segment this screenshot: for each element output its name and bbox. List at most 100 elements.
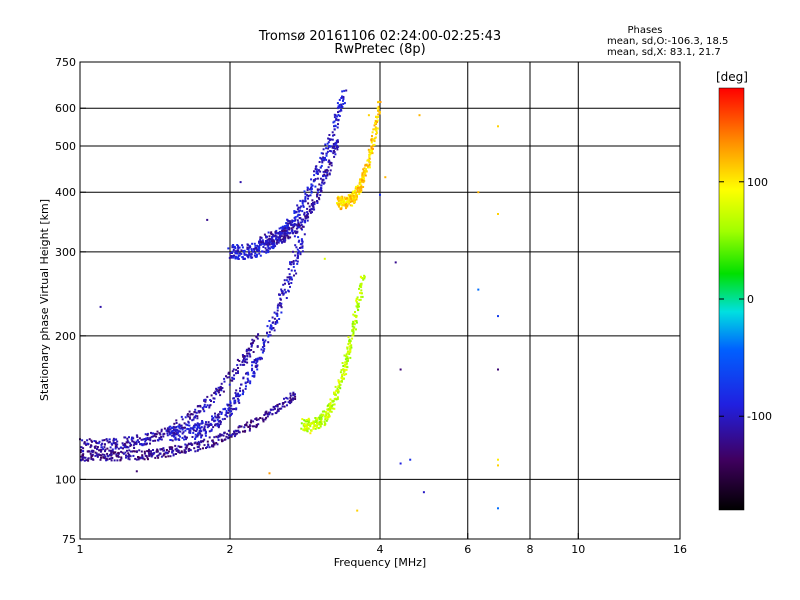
data-point — [262, 342, 265, 345]
data-point — [232, 397, 235, 400]
data-point — [325, 412, 328, 415]
data-point — [290, 261, 293, 264]
data-point — [332, 400, 335, 402]
data-point — [216, 436, 219, 439]
data-point — [181, 428, 184, 431]
data-point — [157, 454, 160, 457]
data-point — [345, 197, 348, 200]
data-point — [159, 448, 162, 451]
data-point — [303, 211, 306, 214]
data-point — [335, 398, 338, 401]
data-point — [341, 362, 344, 364]
data-point — [251, 425, 254, 428]
data-point — [318, 416, 321, 419]
data-point — [94, 440, 97, 443]
data-point — [349, 356, 352, 359]
data-point — [305, 429, 308, 432]
data-point — [346, 346, 349, 349]
data-point — [341, 90, 344, 93]
data-point — [298, 250, 301, 253]
data-point — [266, 235, 268, 238]
data-point — [203, 399, 206, 402]
data-point — [262, 246, 265, 248]
data-point — [160, 430, 163, 433]
data-point — [228, 256, 231, 259]
data-point — [278, 227, 281, 230]
data-point — [196, 417, 199, 420]
data-point — [325, 177, 328, 180]
data-point — [340, 109, 343, 112]
data-point — [127, 446, 130, 449]
data-point — [295, 227, 298, 230]
data-point — [231, 246, 234, 249]
data-point — [303, 429, 306, 432]
data-point — [351, 325, 354, 328]
data-point — [361, 174, 364, 177]
data-point — [330, 150, 333, 153]
data-point — [206, 446, 209, 449]
data-point — [295, 230, 298, 233]
data-point — [95, 452, 98, 455]
data-point — [288, 278, 291, 281]
data-point — [184, 426, 186, 429]
data-point — [185, 446, 188, 449]
data-point — [358, 285, 361, 288]
data-point — [293, 235, 296, 238]
data-point — [295, 272, 298, 275]
data-point — [351, 192, 354, 195]
data-point — [198, 442, 200, 444]
data-point — [192, 431, 195, 434]
data-point — [282, 292, 285, 295]
data-point — [359, 298, 362, 301]
data-point — [356, 184, 359, 187]
data-point — [307, 421, 310, 424]
data-point — [277, 241, 280, 244]
data-point — [155, 435, 158, 438]
data-point — [324, 143, 327, 146]
data-point — [376, 116, 378, 119]
data-point — [304, 217, 307, 220]
data-point — [210, 423, 213, 426]
data-point — [296, 252, 299, 255]
x-axis-ticks: 1 2 4 6 8 10 16 — [77, 533, 687, 556]
data-point — [245, 385, 247, 388]
data-point — [321, 161, 324, 164]
data-point — [208, 446, 211, 449]
data-point — [150, 450, 152, 453]
data-point — [299, 247, 301, 249]
data-point — [307, 197, 309, 200]
data-point — [497, 368, 499, 371]
data-point — [319, 414, 322, 417]
data-point — [359, 189, 361, 192]
data-point — [306, 189, 309, 191]
data-point — [347, 199, 350, 202]
data-point — [199, 430, 201, 432]
data-point — [334, 393, 337, 396]
data-point — [150, 455, 153, 458]
data-point — [183, 449, 186, 452]
data-point — [199, 432, 202, 435]
data-point — [88, 438, 91, 441]
data-point — [268, 413, 271, 416]
data-point — [357, 303, 360, 306]
data-point — [285, 279, 288, 282]
data-point — [266, 242, 269, 245]
data-point — [245, 358, 248, 361]
data-point — [344, 203, 347, 206]
data-point — [253, 370, 255, 373]
data-point — [266, 239, 269, 242]
data-point — [110, 454, 113, 457]
data-point — [283, 288, 286, 291]
data-point — [376, 119, 379, 122]
data-point — [375, 131, 378, 134]
data-point — [297, 222, 300, 225]
data-point — [271, 238, 274, 241]
data-point — [242, 391, 245, 393]
data-point — [280, 235, 283, 238]
data-point — [249, 427, 251, 430]
data-point — [286, 234, 289, 237]
data-point — [130, 438, 133, 441]
data-point — [212, 443, 215, 446]
data-point — [316, 172, 319, 175]
data-point — [243, 360, 246, 363]
